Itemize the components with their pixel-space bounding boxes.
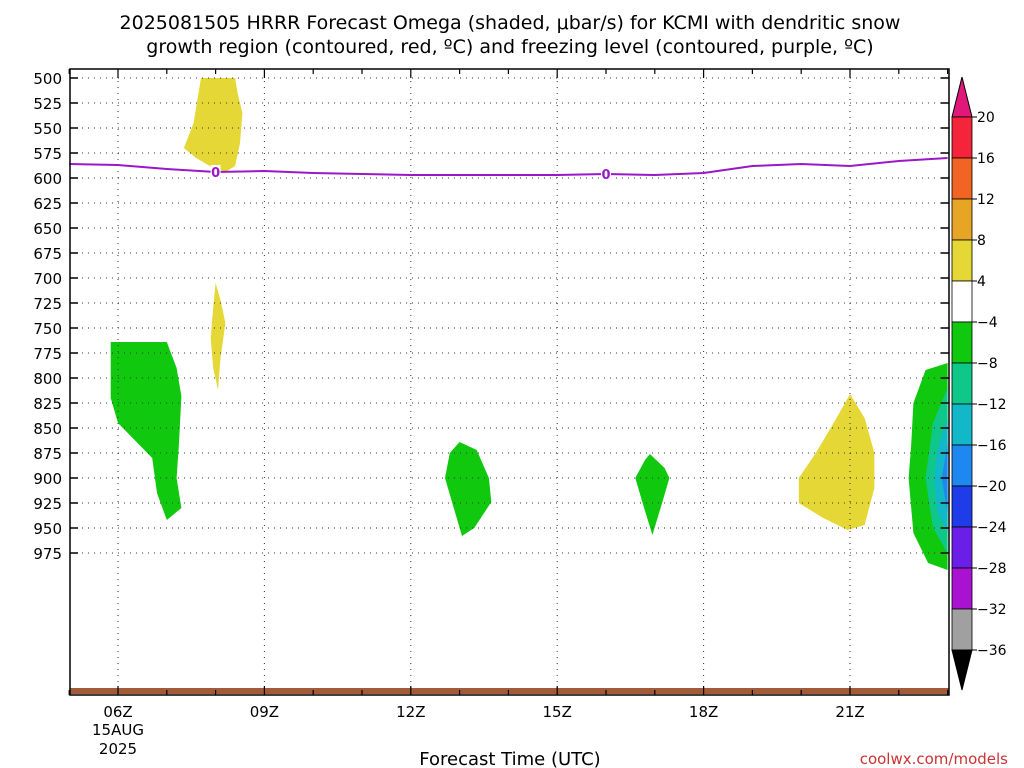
y-tick-label-6: 650 xyxy=(33,220,62,238)
colorbar-bottom-arrow xyxy=(951,649,973,691)
y-axis: 500 525 550 575 600 625 650 675 700 725 750 775 800 8… xyxy=(33,70,949,563)
colorbar-label-4: 4 xyxy=(977,274,986,290)
y-tick-label-15: 875 xyxy=(33,445,62,463)
date-label-day: 15AUG xyxy=(92,721,144,739)
y-tick-label-8: 700 xyxy=(33,270,62,288)
colorbar-band-7 xyxy=(951,403,973,446)
omega-region-2 xyxy=(110,342,182,520)
y-tick-label-13: 825 xyxy=(33,395,62,413)
y-tick-label-4: 600 xyxy=(33,170,62,188)
colorbar-label-5: −4 xyxy=(977,315,998,331)
colorbar-band-2 xyxy=(951,198,973,241)
colorbar-band-0 xyxy=(951,116,973,159)
credit-label: coolwx.com/models xyxy=(860,750,1008,768)
colorbar-label-0: 20 xyxy=(977,110,995,126)
colorbar-band-6 xyxy=(951,362,973,405)
colorbar-band-4 xyxy=(951,280,973,323)
y-tick-label-16: 900 xyxy=(33,470,62,488)
omega-regions xyxy=(110,78,948,570)
omega-region-3 xyxy=(445,442,492,536)
colorbar-band-5 xyxy=(951,321,973,364)
chart-title-line1: 2025081505 HRRR Forecast Omega (shaded, … xyxy=(120,12,901,34)
colorbar-label-12: −32 xyxy=(977,602,1007,618)
colorbar-label-8: −16 xyxy=(977,438,1007,454)
colorbar-label-7: −12 xyxy=(977,397,1007,413)
omega-region-0 xyxy=(183,78,243,172)
colorbar-top-arrow xyxy=(951,76,973,118)
x-tick-label-3: 15Z xyxy=(543,703,572,721)
y-tick-label-11: 775 xyxy=(33,345,62,363)
colorbar-label-10: −24 xyxy=(977,520,1007,536)
chart-title-line2: growth region (contoured, red, ºC) and f… xyxy=(146,36,873,58)
y-tick-label-2: 550 xyxy=(33,120,62,138)
freezing-level-label-0: 0 xyxy=(211,166,220,181)
colorbar-band-11 xyxy=(951,567,973,610)
omega-region-8 xyxy=(933,418,948,533)
date-label-year: 2025 xyxy=(99,740,137,758)
colorbar-label-6: −8 xyxy=(977,356,998,372)
colorbar: 20 16 12 8 4 −4 −8 −12 −16 −20 −24 −28 −32 −36 xyxy=(951,76,1007,691)
y-tick-label-12: 800 xyxy=(33,370,62,388)
freezing-label-bg-1 xyxy=(601,167,611,181)
x-axis-label: Forecast Time (UTC) xyxy=(419,749,600,768)
y-tick-label-3: 575 xyxy=(33,145,62,163)
freezing-level-label-1: 0 xyxy=(601,168,610,183)
omega-region-1 xyxy=(210,283,226,390)
x-tick-label-4: 18Z xyxy=(689,703,718,721)
y-tick-label-18: 950 xyxy=(33,520,62,538)
colorbar-label-1: 16 xyxy=(977,151,995,167)
colorbar-band-3 xyxy=(951,239,973,282)
grid-lines xyxy=(70,69,949,695)
omega-region-4 xyxy=(635,454,670,535)
omega-region-5 xyxy=(798,394,875,530)
colorbar-label-3: 8 xyxy=(977,233,986,249)
y-tick-label-9: 725 xyxy=(33,295,62,313)
y-tick-label-1: 525 xyxy=(33,95,62,113)
x-tick-label-5: 21Z xyxy=(835,703,864,721)
x-tick-label-0: 06Z xyxy=(103,703,132,721)
colorbar-band-9 xyxy=(951,485,973,528)
colorbar-label-11: −28 xyxy=(977,561,1007,577)
colorbar-band-1 xyxy=(951,157,973,200)
x-tick-label-2: 12Z xyxy=(396,703,425,721)
colorbar-band-12 xyxy=(951,608,973,651)
y-tick-label-19: 975 xyxy=(33,545,62,563)
colorbar-band-8 xyxy=(951,444,973,487)
y-tick-label-17: 925 xyxy=(33,495,62,513)
colorbar-label-9: −20 xyxy=(977,479,1007,495)
y-tick-label-14: 850 xyxy=(33,420,62,438)
terrain-strip xyxy=(70,688,949,694)
freezing-label-bg-0 xyxy=(210,165,221,179)
colorbar-band-10 xyxy=(951,526,973,569)
y-tick-label-7: 675 xyxy=(33,245,62,263)
colorbar-label-2: 12 xyxy=(977,192,995,208)
plot-frame xyxy=(69,68,950,696)
x-tick-label-1: 09Z xyxy=(250,703,279,721)
y-tick-label-5: 625 xyxy=(33,195,62,213)
x-axis: 06Z 09Z 12Z 15Z 18Z 21Z xyxy=(68,69,949,721)
colorbar-label-13: −36 xyxy=(977,643,1007,659)
y-tick-label-0: 500 xyxy=(33,70,62,88)
y-tick-label-10: 750 xyxy=(33,320,62,338)
